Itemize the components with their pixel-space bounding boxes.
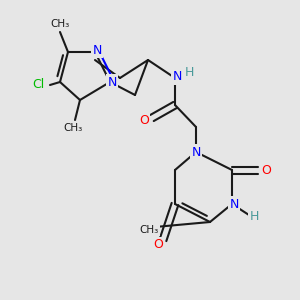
Text: N: N: [107, 76, 117, 88]
Text: N: N: [191, 146, 201, 158]
Text: CH₃: CH₃: [63, 123, 82, 133]
Text: N: N: [172, 70, 182, 83]
Text: H: H: [249, 211, 259, 224]
Text: Cl: Cl: [32, 79, 44, 92]
Text: O: O: [261, 164, 271, 176]
Text: O: O: [139, 115, 149, 128]
Text: CH₃: CH₃: [50, 19, 70, 29]
Text: O: O: [153, 238, 163, 251]
Text: H: H: [184, 67, 194, 80]
Text: N: N: [92, 44, 102, 56]
Text: CH₃: CH₃: [140, 225, 159, 235]
Text: N: N: [229, 197, 239, 211]
